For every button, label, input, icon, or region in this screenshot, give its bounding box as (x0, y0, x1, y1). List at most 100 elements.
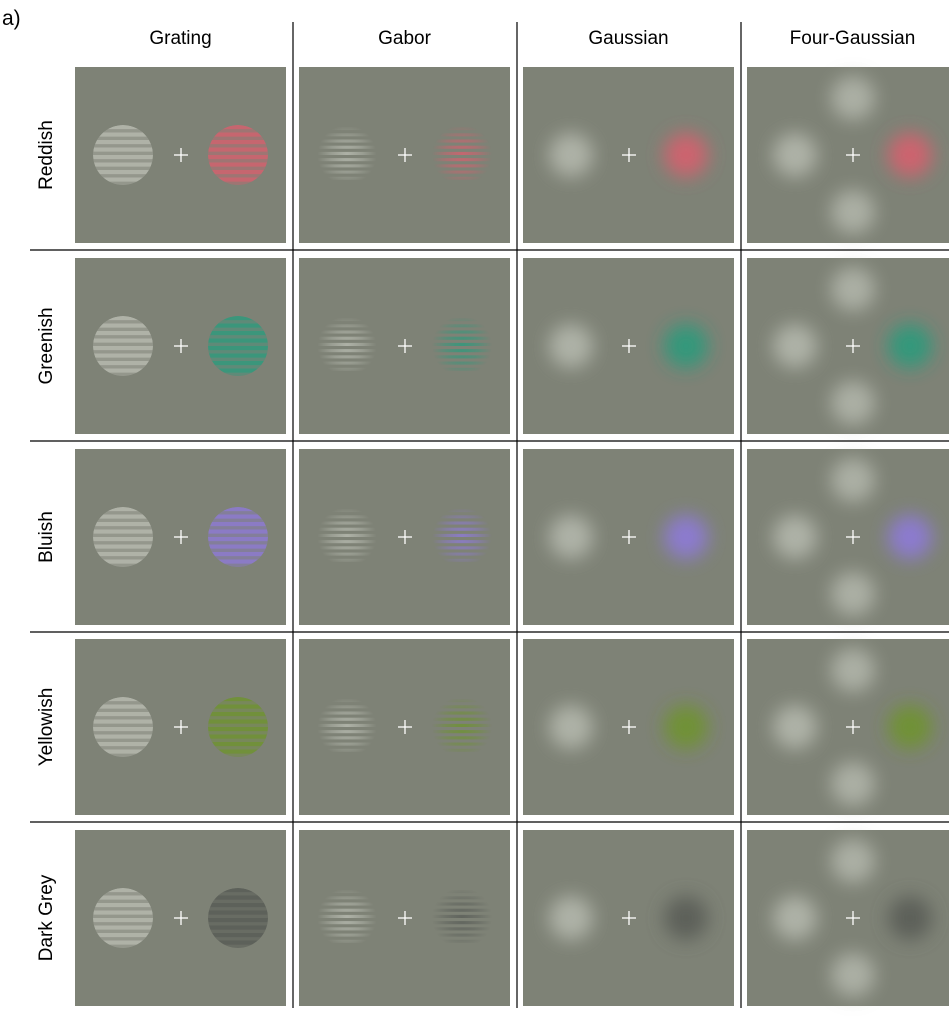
fixation-cross (846, 530, 860, 544)
column-header-grating: Grating (149, 28, 211, 49)
row-label-yellowish: Yellowish (36, 688, 57, 767)
column-headers: Grating Gabor Gaussian Four-Gaussian (149, 28, 915, 49)
test-grating (208, 888, 268, 948)
test-gaussian (664, 705, 708, 749)
reference-gaussian-left (773, 515, 817, 559)
column-header-four-gaussian: Four-Gaussian (790, 28, 916, 49)
fixation-cross (398, 720, 412, 734)
reference-gaussian-left (773, 896, 817, 940)
test-gabor (432, 890, 492, 943)
reference-gabor (317, 890, 377, 943)
reference-gaussian-left (773, 324, 817, 368)
reference-gaussian-left (773, 133, 817, 177)
reference-gaussian-top (831, 267, 875, 311)
stimulus-cell-bluish-four-gaussian (747, 449, 949, 625)
reference-grating (93, 316, 153, 376)
fixation-cross (174, 339, 188, 353)
stimulus-cell-yellowish-gaussian (523, 639, 734, 815)
reference-gaussian-bottom (831, 190, 875, 234)
stimulus-cell-dark-grey-grating (75, 830, 286, 1006)
test-gaussian (664, 324, 708, 368)
fixation-cross (846, 911, 860, 925)
test-gabor (432, 699, 492, 752)
row-label-dark-grey: Dark Grey (36, 874, 57, 961)
stimulus-cell-reddish-grating (75, 67, 286, 243)
fixation-cross (622, 148, 636, 162)
test-gaussian (664, 515, 708, 559)
fixation-cross (398, 911, 412, 925)
test-gaussian (664, 133, 708, 177)
reference-gabor (317, 699, 377, 752)
fixation-cross (174, 148, 188, 162)
column-header-gaussian: Gaussian (588, 28, 668, 49)
reference-grating (93, 507, 153, 567)
test-gabor (432, 318, 492, 371)
reference-gaussian-top (831, 648, 875, 692)
fixation-cross (622, 911, 636, 925)
fixation-cross (174, 530, 188, 544)
fixation-cross (398, 530, 412, 544)
stimulus-cell-reddish-gabor (299, 67, 510, 243)
reference-gaussian-bottom (831, 762, 875, 806)
fixation-cross (398, 339, 412, 353)
stimulus-cell-yellowish-four-gaussian (747, 639, 949, 815)
test-grating (208, 697, 268, 757)
column-header-gabor: Gabor (378, 28, 431, 49)
fixation-cross (846, 339, 860, 353)
grid-lines (30, 22, 949, 1008)
reference-gabor (317, 509, 377, 562)
stimulus-cell-yellowish-grating (75, 639, 286, 815)
test-gaussian (888, 324, 932, 368)
reference-gaussian-bottom (831, 953, 875, 997)
test-gabor (432, 509, 492, 562)
test-grating (208, 507, 268, 567)
test-gaussian (888, 896, 932, 940)
stimulus-cell-dark-grey-four-gaussian (747, 830, 949, 1006)
reference-gaussian-bottom (831, 381, 875, 425)
stimulus-cell-reddish-gaussian (523, 67, 734, 243)
reference-gaussian-bottom (831, 572, 875, 616)
reference-gaussian-top (831, 458, 875, 502)
reference-grating (93, 125, 153, 185)
test-grating (208, 316, 268, 376)
stimulus-cell-bluish-gaussian (523, 449, 734, 625)
fixation-cross (622, 339, 636, 353)
panel-label: a) (2, 7, 21, 30)
fixation-cross (622, 530, 636, 544)
reference-grating (93, 888, 153, 948)
stimulus-cell-yellowish-gabor (299, 639, 510, 815)
reference-gaussian (549, 515, 593, 559)
test-gaussian (888, 705, 932, 749)
row-label-reddish: Reddish (36, 120, 57, 190)
test-gaussian (888, 133, 932, 177)
test-gaussian (664, 896, 708, 940)
row-label-bluish: Bluish (36, 511, 57, 563)
fixation-cross (846, 720, 860, 734)
reference-gabor (317, 318, 377, 371)
reference-gaussian (549, 705, 593, 749)
reference-gaussian (549, 133, 593, 177)
reference-gaussian-top (831, 76, 875, 120)
stimulus-cell-greenish-four-gaussian (747, 258, 949, 434)
fixation-cross (398, 148, 412, 162)
row-label-greenish: Greenish (36, 307, 57, 384)
stimulus-cell-dark-grey-gaussian (523, 830, 734, 1006)
stimulus-cell-reddish-four-gaussian (747, 67, 949, 243)
test-gaussian (888, 515, 932, 559)
stimulus-cell-greenish-gabor (299, 258, 510, 434)
reference-gaussian (549, 896, 593, 940)
fixation-cross (174, 720, 188, 734)
fixation-cross (846, 148, 860, 162)
stimulus-cell-bluish-gabor (299, 449, 510, 625)
stimulus-grid (75, 67, 949, 1006)
fixation-cross (174, 911, 188, 925)
fixation-cross (622, 720, 636, 734)
stimulus-cell-greenish-grating (75, 258, 286, 434)
reference-gaussian (549, 324, 593, 368)
test-gabor (432, 127, 492, 180)
stimulus-cell-bluish-grating (75, 449, 286, 625)
row-labels: Reddish Greenish Bluish Yellowish Dark Grey (36, 120, 57, 961)
reference-gaussian-left (773, 705, 817, 749)
reference-grating (93, 697, 153, 757)
